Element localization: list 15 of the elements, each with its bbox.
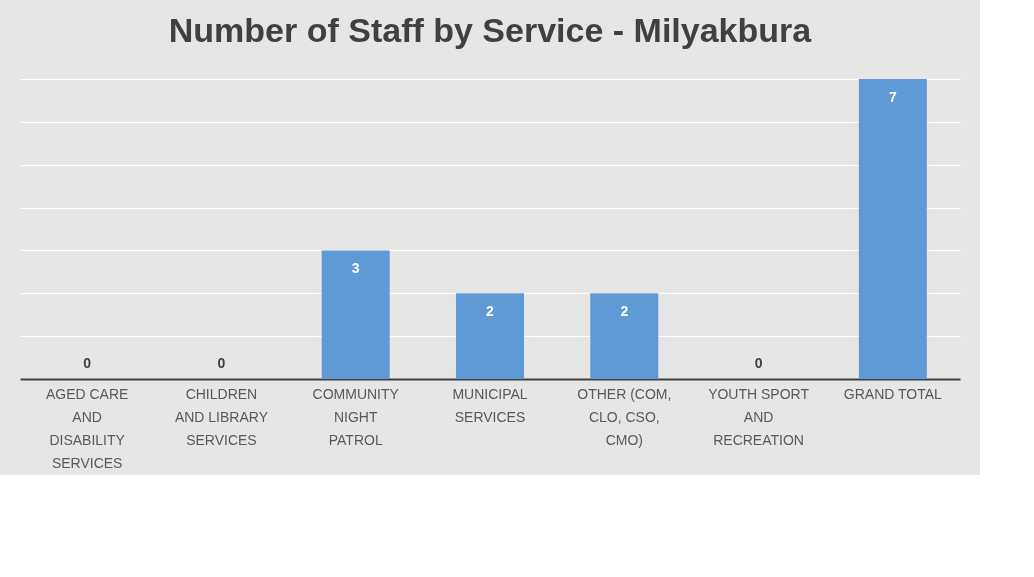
data-label: 0 [754, 355, 763, 371]
x-tick-label: COMMUNITY NIGHT PATROL [312, 385, 400, 448]
x-tick-label: MUNICIPAL SERVICES [452, 385, 528, 425]
chart-title: Number of Staff by Service - Milyakbura [168, 11, 813, 49]
data-label: 7 [888, 89, 897, 105]
x-tick-label: OTHER (COM, CLO, CSO, CMO) [577, 385, 672, 448]
x-tick-label: CHILDREN AND LIBRARY SERVICES [174, 385, 269, 448]
data-label: 0 [83, 355, 92, 371]
data-label: 2 [486, 303, 495, 320]
data-label: 3 [351, 260, 360, 277]
x-tick-label: GRAND TOTAL [843, 385, 943, 402]
data-label: 2 [620, 303, 629, 320]
x-tick-label: YOUTH SPORT AND RECREATION [708, 385, 810, 448]
data-label: 0 [217, 355, 226, 371]
x-tick-label: AGED CARE AND DISABILITY SERVICES [45, 385, 129, 471]
